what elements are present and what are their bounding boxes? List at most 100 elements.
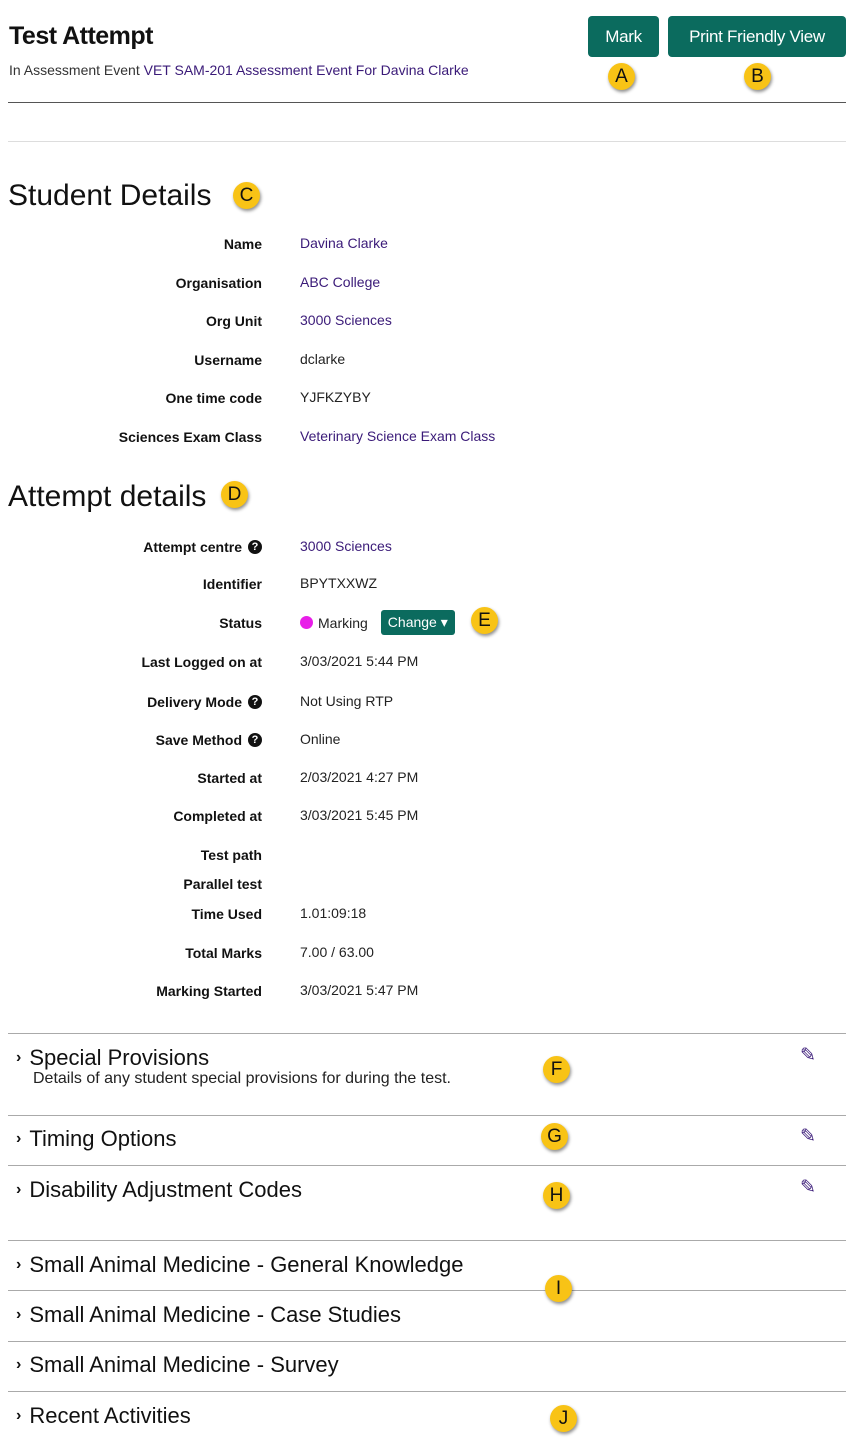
section-divider bbox=[8, 1290, 846, 1291]
value-text: 2/03/2021 4:27 PM bbox=[300, 769, 419, 785]
caret-down-icon: ▾ bbox=[436, 614, 448, 630]
section-divider bbox=[8, 1115, 846, 1116]
divider bbox=[8, 141, 846, 142]
value-text: Marking bbox=[318, 614, 368, 631]
section-title: Special Provisions bbox=[29, 1045, 210, 1070]
section-small-animal-medicine-general-knowledge[interactable]: › Small Animal Medicine - General Knowled… bbox=[16, 1252, 463, 1278]
section-small-animal-medicine-case-studies[interactable]: › Small Animal Medicine - Case Studies bbox=[16, 1302, 401, 1328]
edit-pencil-icon[interactable]: ✎ bbox=[800, 1045, 816, 1066]
callout-a: A bbox=[608, 63, 635, 90]
callout-d: D bbox=[221, 481, 248, 508]
mark-button[interactable]: Mark bbox=[588, 16, 659, 57]
label-text: Username bbox=[194, 352, 262, 368]
label-attempt-centre: Attempt centre? bbox=[143, 539, 262, 555]
section-divider bbox=[8, 1033, 846, 1034]
value-text: 3/03/2021 5:45 PM bbox=[300, 807, 419, 823]
value-attempt-centre[interactable]: 3000 Sciences bbox=[300, 538, 392, 554]
value-text: YJFKZYBY bbox=[300, 389, 371, 405]
edit-pencil-icon[interactable]: ✎ bbox=[800, 1177, 816, 1198]
value-org-unit[interactable]: 3000 Sciences bbox=[300, 312, 392, 328]
value-last-logged-on-at: 3/03/2021 5:44 PM bbox=[300, 653, 418, 669]
section-divider bbox=[8, 1341, 846, 1342]
page-subtitle: In Assessment Event VET SAM-201 Assessme… bbox=[9, 62, 469, 78]
label-started-at: Started at bbox=[197, 770, 262, 786]
label-text: Sciences Exam Class bbox=[118, 429, 262, 445]
callout-h: H bbox=[543, 1182, 570, 1209]
label-last-logged-on-at: Last Logged on at bbox=[141, 654, 262, 670]
label-text: Time Used bbox=[191, 906, 262, 922]
section-timing-options[interactable]: › Timing Options bbox=[16, 1126, 176, 1152]
value-text[interactable]: Davina Clarke bbox=[300, 235, 388, 251]
label-text: Attempt centre bbox=[143, 539, 242, 555]
assessment-event-link[interactable]: VET SAM-201 Assessment Event For Davina … bbox=[143, 62, 469, 78]
value-text: Not Using RTP bbox=[300, 693, 394, 709]
section-title: Disability Adjustment Codes bbox=[29, 1177, 303, 1202]
page-title: Test Attempt bbox=[9, 22, 154, 50]
label-text: Last Logged on at bbox=[141, 654, 262, 670]
label-org-unit: Org Unit bbox=[206, 313, 262, 329]
chevron-right-icon: › bbox=[16, 1181, 22, 1198]
label-text: Name bbox=[223, 236, 262, 252]
label-completed-at: Completed at bbox=[173, 808, 262, 824]
value-name[interactable]: Davina Clarke bbox=[300, 235, 388, 251]
value-status: Marking Change ▾ bbox=[300, 610, 455, 635]
help-icon[interactable]: ? bbox=[248, 695, 262, 709]
value-text: Online bbox=[300, 731, 341, 747]
value-username: dclarke bbox=[300, 351, 345, 367]
value-one-time-code: YJFKZYBY bbox=[300, 389, 371, 405]
label-text: Organisation bbox=[175, 275, 262, 291]
section-small-animal-medicine-survey[interactable]: › Small Animal Medicine - Survey bbox=[16, 1352, 339, 1378]
value-text[interactable]: Veterinary Science Exam Class bbox=[300, 428, 496, 444]
label-text: Total Marks bbox=[185, 945, 262, 961]
label-username: Username bbox=[194, 352, 262, 368]
section-title: Small Animal Medicine - Survey bbox=[29, 1352, 339, 1377]
edit-pencil-icon[interactable]: ✎ bbox=[800, 1126, 816, 1147]
value-text[interactable]: 3000 Sciences bbox=[300, 538, 392, 554]
label-text: Delivery Mode bbox=[147, 694, 242, 710]
chevron-right-icon: › bbox=[16, 1356, 22, 1373]
chevron-right-icon: › bbox=[16, 1407, 22, 1424]
section-recent-activities[interactable]: › Recent Activities bbox=[16, 1403, 191, 1429]
callout-j: J bbox=[550, 1405, 577, 1432]
value-text: 7.00 / 63.00 bbox=[300, 944, 374, 960]
label-marking-started: Marking Started bbox=[156, 983, 262, 999]
section-title: Small Animal Medicine - General Knowledg… bbox=[29, 1252, 464, 1277]
value-text[interactable]: 3000 Sciences bbox=[300, 312, 392, 328]
label-status: Status bbox=[219, 615, 262, 631]
callout-b: B bbox=[744, 63, 771, 90]
label-parallel-test: Parallel test bbox=[183, 876, 262, 892]
value-organisation[interactable]: ABC College bbox=[300, 274, 380, 290]
label-one-time-code: One time code bbox=[166, 390, 262, 406]
section-title: Recent Activities bbox=[29, 1403, 191, 1428]
chevron-right-icon: › bbox=[16, 1306, 22, 1323]
value-text: 3/03/2021 5:47 PM bbox=[300, 982, 419, 998]
value-text[interactable]: ABC College bbox=[300, 274, 381, 290]
label-text: Identifier bbox=[202, 576, 262, 592]
help-icon[interactable]: ? bbox=[248, 540, 262, 554]
callout-g: G bbox=[541, 1123, 568, 1150]
label-organisation: Organisation bbox=[176, 275, 262, 291]
label-save-method: Save Method? bbox=[156, 732, 262, 748]
value-started-at: 2/03/2021 4:27 PM bbox=[300, 769, 418, 785]
section-divider bbox=[8, 1391, 846, 1392]
chevron-right-icon: › bbox=[16, 1256, 22, 1273]
value-sciences-exam-class[interactable]: Veterinary Science Exam Class bbox=[300, 428, 495, 444]
label-test-path: Test path bbox=[201, 847, 262, 863]
help-icon[interactable]: ? bbox=[248, 733, 262, 747]
change-status-button[interactable]: Change ▾ bbox=[380, 610, 455, 635]
label-sciences-exam-class: Sciences Exam Class bbox=[119, 429, 262, 445]
value-text: 1.01:09:18 bbox=[300, 905, 367, 921]
section-disability-adjustment-codes[interactable]: › Disability Adjustment Codes bbox=[16, 1177, 302, 1203]
section-description: Details of any student special provision… bbox=[33, 1070, 451, 1087]
label-time-used: Time Used bbox=[191, 906, 262, 922]
callout-f: F bbox=[543, 1056, 570, 1083]
section-special-provisions[interactable]: › Special Provisions bbox=[16, 1045, 209, 1071]
attempt-details-heading: Attempt details bbox=[8, 480, 207, 513]
value-identifier: BPYTXXWZ bbox=[300, 575, 377, 591]
callout-e: E bbox=[471, 607, 498, 634]
label-text: Parallel test bbox=[183, 876, 262, 892]
label-identifier: Identifier bbox=[203, 576, 262, 592]
print-friendly-view-button[interactable]: Print Friendly View bbox=[668, 16, 846, 57]
callout-c: C bbox=[233, 182, 260, 209]
student-details-heading: Student Details bbox=[8, 179, 212, 212]
